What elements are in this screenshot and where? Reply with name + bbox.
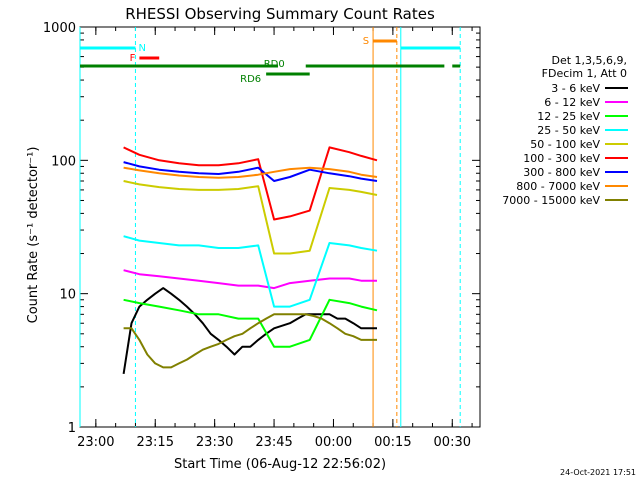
x-tick-label: 00:00: [315, 435, 352, 450]
timestamp: 24-Oct-2021 17:51: [560, 468, 636, 477]
legend-entry-label: 100 - 300 keV: [523, 152, 600, 165]
legend-entry-label: 6 - 12 keV: [544, 96, 600, 109]
legend-header: FDecim 1, Att 0: [542, 67, 627, 80]
x-tick-label: 00:30: [434, 435, 471, 450]
plot-frame: [79, 26, 481, 428]
series-line: [123, 313, 377, 369]
legend-entry-label: 12 - 25 keV: [537, 110, 600, 123]
x-tick-label: 23:15: [137, 435, 174, 450]
y-tick-label: 10: [59, 288, 76, 303]
series-line: [123, 161, 378, 182]
series-line: [122, 287, 377, 375]
series-line: [123, 180, 378, 255]
state-bar-label: S: [363, 36, 369, 47]
legend-header: Det 1,3,5,6,9,: [551, 54, 627, 67]
state-bar-label: F: [130, 53, 136, 64]
legend-entry-label: 3 - 6 keV: [551, 82, 600, 95]
series-line: [123, 298, 378, 348]
series-line: [123, 269, 377, 290]
legend-entry-label: 7000 - 15000 keV: [502, 194, 600, 207]
state-bar-label: N: [138, 43, 145, 54]
x-tick-label: 23:45: [255, 435, 292, 450]
legend-entry-label: 300 - 800 keV: [523, 166, 600, 179]
state-bar-label: RD6: [240, 74, 261, 85]
x-tick-label: 23:30: [196, 435, 233, 450]
x-axis-label: Start Time (06-Aug-12 22:56:02): [174, 457, 386, 472]
y-axis-label: Count Rate (s⁻¹ detector⁻¹): [26, 147, 41, 324]
x-tick-label: 00:15: [374, 435, 411, 450]
legend-entry-label: 50 - 100 keV: [530, 138, 600, 151]
y-tick-label: 100: [51, 154, 76, 169]
x-tick-label: 23:00: [77, 435, 114, 450]
legend-entry-label: 25 - 50 keV: [537, 124, 600, 137]
y-tick-label: 1000: [43, 21, 76, 36]
state-bar-label: RD0: [264, 59, 285, 70]
legend: Det 1,3,5,6,9,FDecim 1, Att 0 3 - 6 keV6 …: [502, 54, 628, 207]
series-line: [123, 166, 378, 179]
series-line: [123, 235, 378, 308]
plot-area: 1 10 100 1000 23:00 23:15 23:30 23:45 00:00 00:15…: [43, 21, 481, 450]
series-line: [123, 146, 378, 221]
legend-entry-label: 800 - 7000 keV: [516, 180, 600, 193]
y-tick-label: 1: [68, 421, 76, 436]
chart-title: RHESSI Observing Summary Count Rates: [125, 5, 435, 23]
